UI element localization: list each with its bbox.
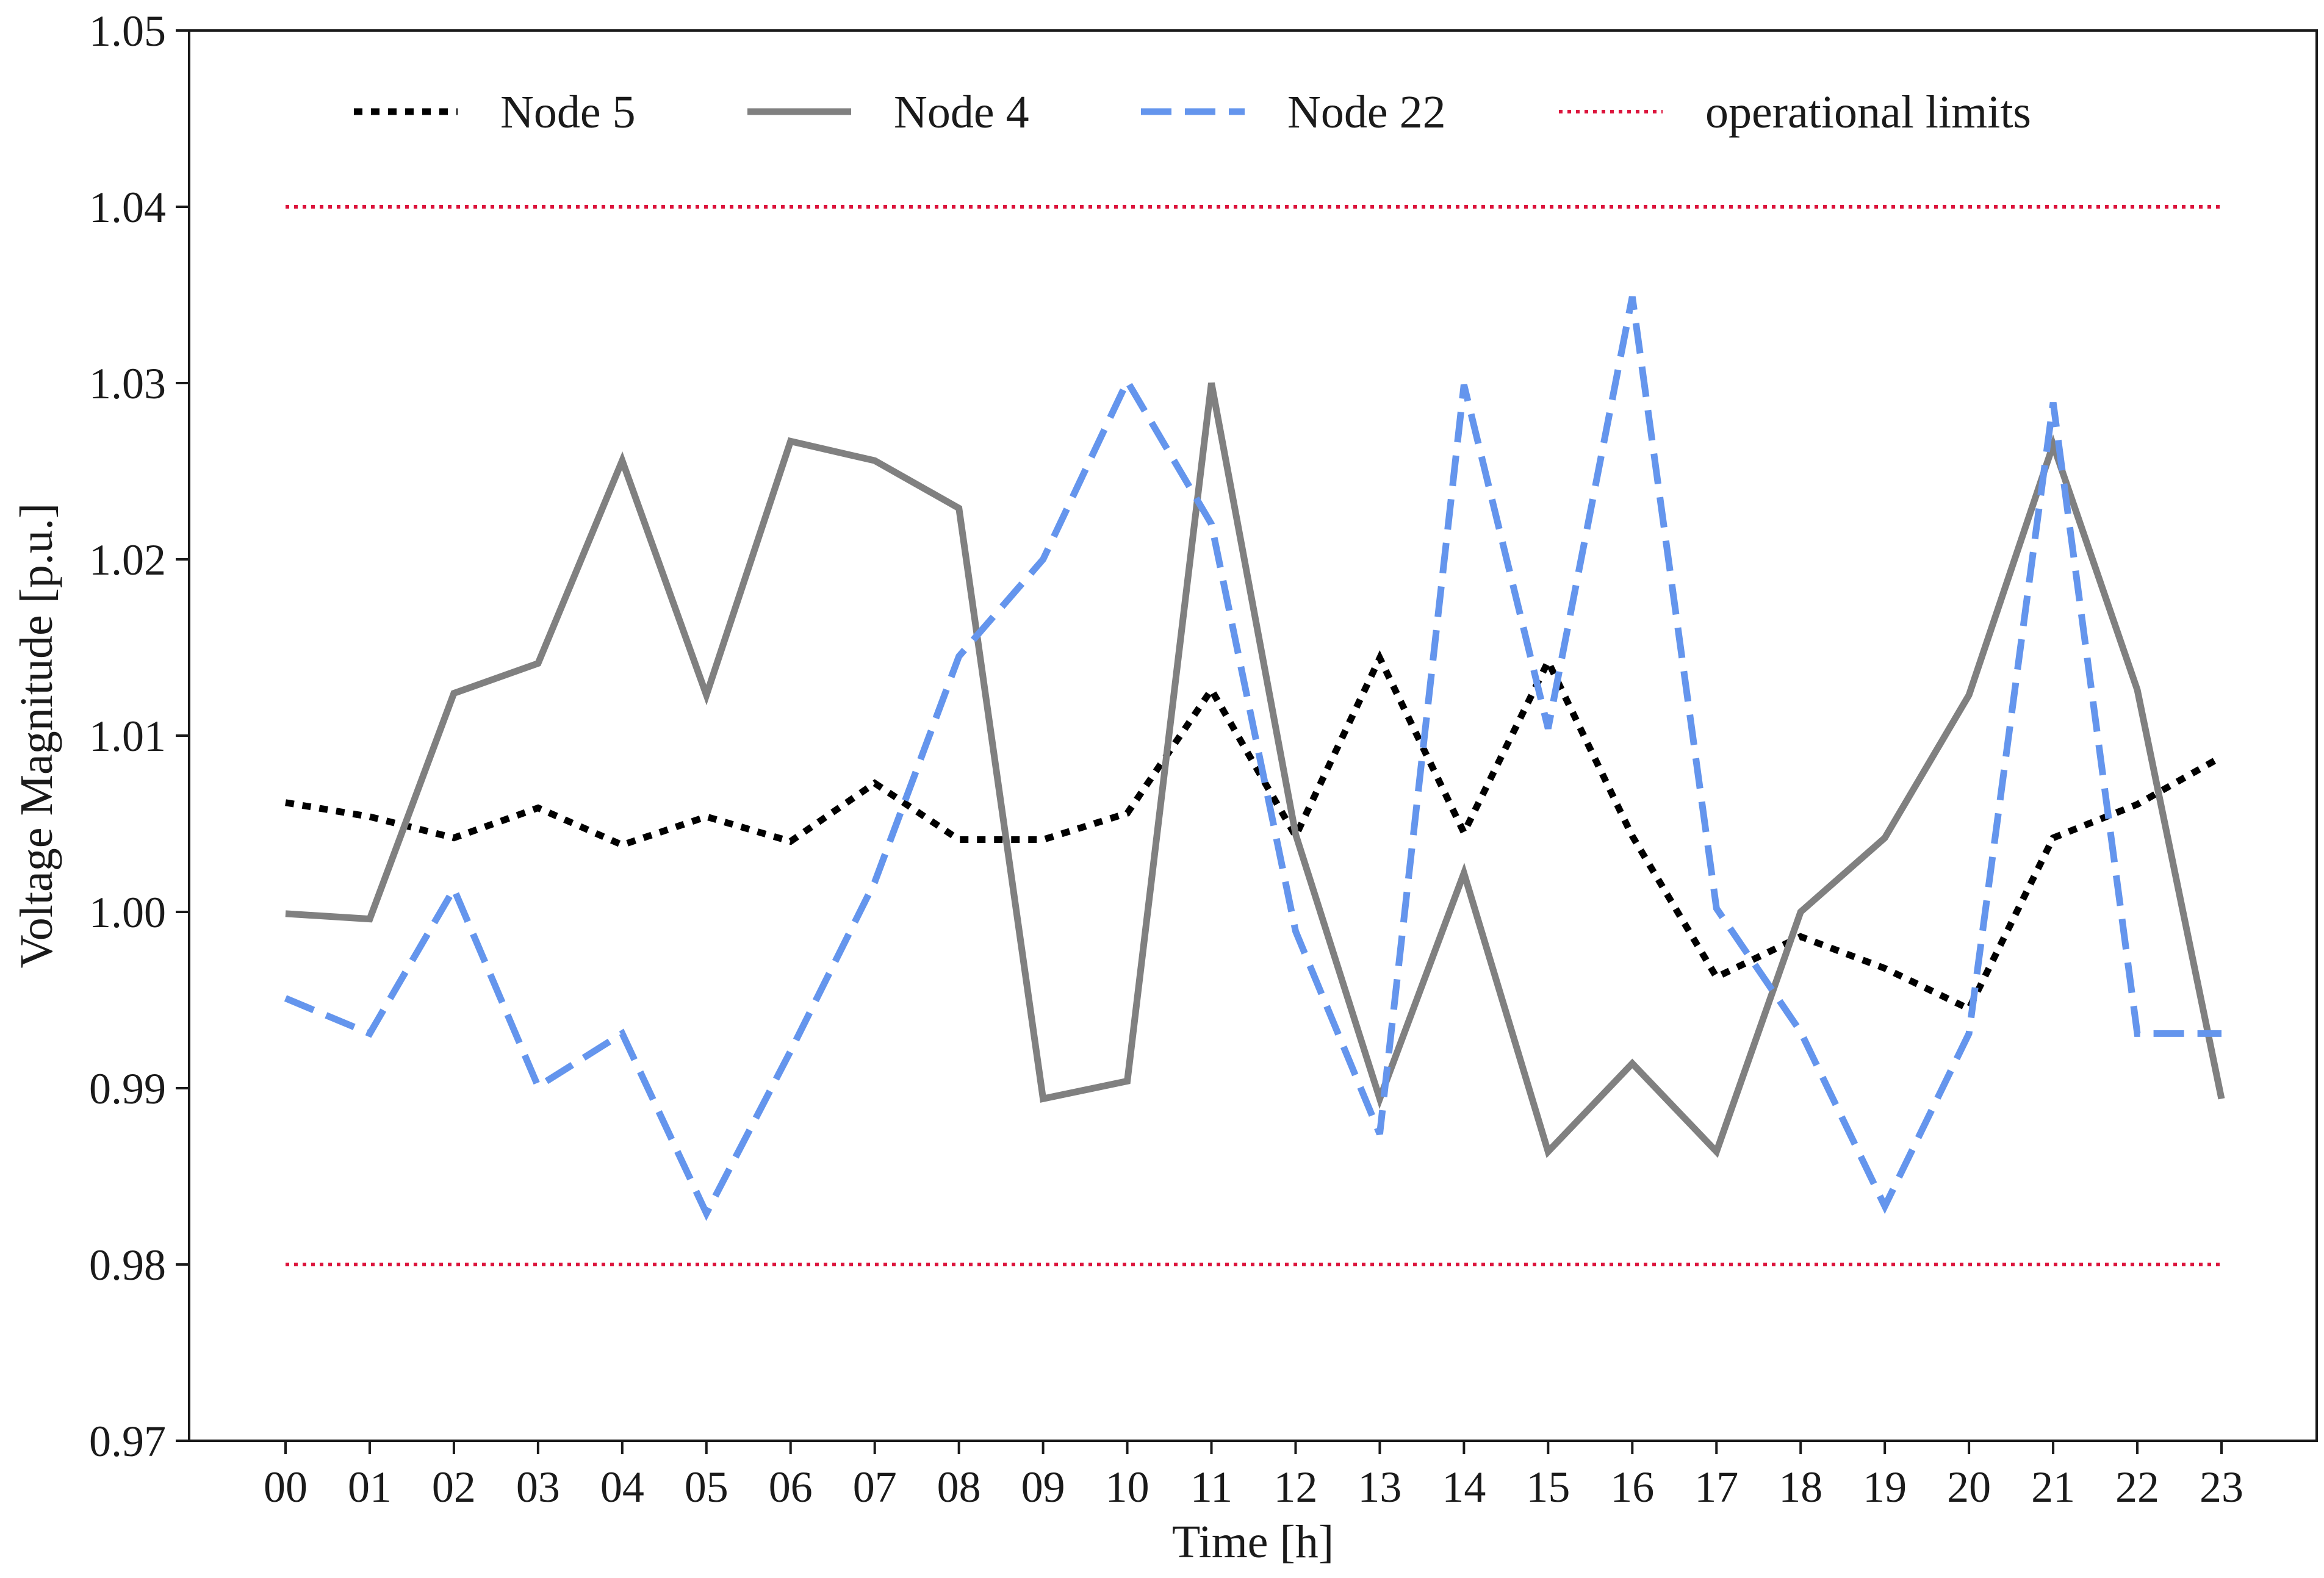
- y-tick-label: 1.05: [89, 7, 166, 56]
- legend-item: operational limits: [1559, 87, 2031, 138]
- series-line-node-22: [284, 296, 2221, 1221]
- series-line-node-5: [285, 650, 2223, 1014]
- y-tick-label: 0.99: [89, 1064, 166, 1113]
- legend-label: Node 22: [1287, 87, 1446, 138]
- x-tick-label: 10: [1106, 1463, 1149, 1512]
- x-tick-label: 04: [600, 1463, 644, 1512]
- x-tick-label: 01: [348, 1463, 392, 1512]
- legend-label: Node 4: [894, 87, 1029, 138]
- y-tick-label: 1.03: [89, 359, 166, 408]
- x-tick-label: 00: [264, 1463, 308, 1512]
- x-tick-label: 21: [2031, 1463, 2075, 1512]
- x-tick-label: 06: [769, 1463, 813, 1512]
- x-tick-label: 17: [1694, 1463, 1738, 1512]
- x-tick-label: 15: [1526, 1463, 1570, 1512]
- y-axis-label: Voltage Magnitude [p.u.]: [11, 503, 62, 969]
- x-tick-label: 08: [937, 1463, 981, 1512]
- series-line-node-4: [285, 382, 2225, 1158]
- x-tick-label: 19: [1863, 1463, 1907, 1512]
- y-tick-label: 0.97: [89, 1417, 166, 1466]
- legend-item: Node 5: [354, 87, 636, 138]
- x-tick-label: 02: [432, 1463, 476, 1512]
- x-tick-label: 12: [1273, 1463, 1317, 1512]
- x-axis-label: Time [h]: [1172, 1516, 1334, 1568]
- legend-item: Node 4: [747, 87, 1029, 138]
- legend: Node 5 Node 4 Node 22 operational limits: [354, 87, 2031, 138]
- y-tick-label: 0.98: [89, 1241, 166, 1289]
- x-tick-label: 07: [853, 1463, 897, 1512]
- y-tick-label: 1.01: [89, 712, 166, 761]
- legend-item: Node 22: [1141, 87, 1446, 138]
- legend-label: operational limits: [1705, 87, 2031, 138]
- x-tick-label: 22: [2115, 1463, 2159, 1512]
- x-tick-label: 11: [1190, 1463, 1232, 1512]
- x-tick-label: 09: [1021, 1463, 1065, 1512]
- y-tick-label: 1.04: [89, 183, 166, 232]
- x-tick-label: 23: [2200, 1463, 2243, 1512]
- x-tick-label: 16: [1610, 1463, 1654, 1512]
- x-tick-label: 20: [1947, 1463, 1991, 1512]
- y-tick-label: 1.00: [89, 888, 166, 937]
- legend-label: Node 5: [500, 87, 636, 138]
- plot-area: [284, 205, 2225, 1266]
- y-tick-label: 1.02: [89, 536, 166, 584]
- x-tick-label: 13: [1358, 1463, 1401, 1512]
- x-tick-label: 18: [1779, 1463, 1822, 1512]
- x-tick-label: 05: [685, 1463, 728, 1512]
- axes: 0.97 0.98 0.99 1.00 1.01 1.02 1.03 1.04 1.05 00 01…: [89, 7, 2318, 1512]
- x-tick-label: 14: [1442, 1463, 1486, 1512]
- x-tick-label: 03: [516, 1463, 560, 1512]
